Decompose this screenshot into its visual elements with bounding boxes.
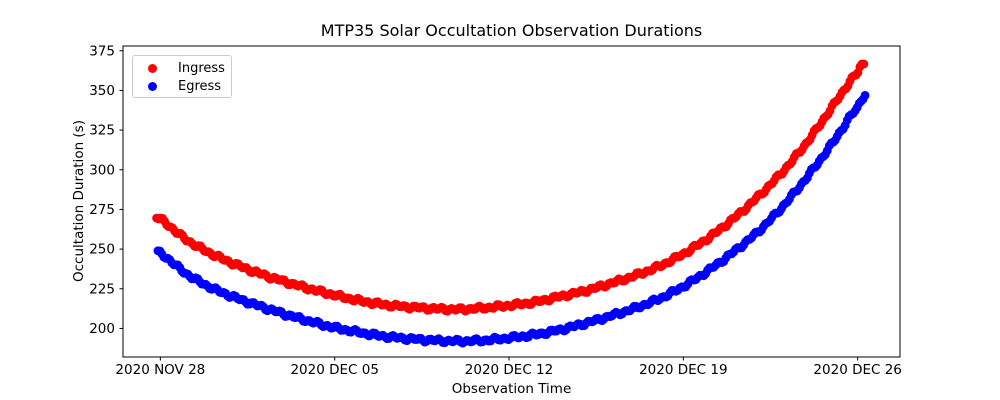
legend-label-ingress: Ingress — [178, 61, 225, 76]
y-tick-label: 350 — [89, 83, 115, 99]
y-tick-label: 300 — [89, 162, 115, 178]
legend-marker-ingress-icon — [148, 64, 157, 73]
x-tick-label: 2020 NOV 28 — [115, 362, 205, 378]
x-tick-label: 2020 DEC 05 — [290, 362, 378, 378]
y-tick-label: 250 — [89, 242, 115, 258]
legend: Ingress Egress — [132, 55, 232, 98]
x-tick-label: 2020 DEC 19 — [639, 362, 727, 378]
y-tick-label: 325 — [89, 123, 115, 139]
x-tick-label: 2020 DEC 12 — [465, 362, 553, 378]
chart-title: MTP35 Solar Occultation Observation Dura… — [320, 21, 703, 40]
series-egress — [153, 91, 870, 348]
y-tick-label: 275 — [89, 202, 115, 218]
data-point-ingress — [859, 59, 869, 69]
y-tick-label: 375 — [89, 43, 115, 59]
data-point-egress — [860, 91, 870, 100]
legend-entry-egress: Egress — [133, 78, 231, 95]
y-tick-label: 200 — [89, 321, 115, 337]
series-ingress — [152, 59, 869, 316]
x-axis-label: Observation Time — [451, 381, 572, 397]
legend-label-egress: Egress — [178, 79, 222, 94]
axes-frame — [122, 45, 901, 358]
legend-entry-ingress: Ingress — [133, 60, 231, 77]
legend-marker-egress-icon — [148, 82, 157, 91]
x-tick-label: 2020 DEC 26 — [813, 362, 901, 378]
y-axis-label-text: Occultation Duration (s) — [71, 120, 87, 282]
y-tick-label: 225 — [89, 281, 115, 297]
